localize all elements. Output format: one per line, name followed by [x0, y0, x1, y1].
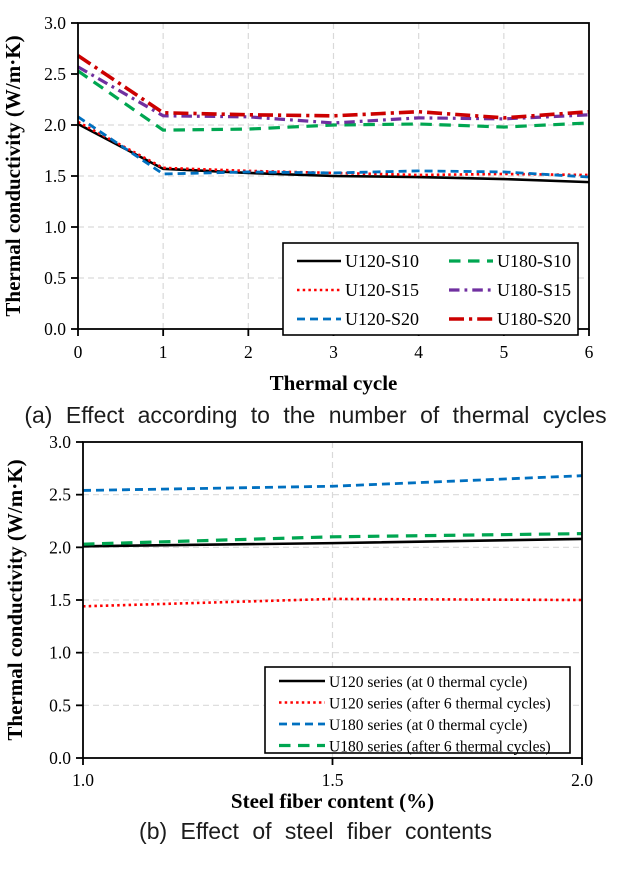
y-axis-label: Thermal conductivity (W/m·K) — [1, 35, 25, 316]
figure-b: 0.0 0.5 1.0 1.5 2.0 2.5 3.0 1.0 1.5 2.0 Steel fibe… — [0, 430, 631, 846]
x-tick-label: 1.5 — [322, 770, 344, 790]
y-tick-label: 1.5 — [49, 590, 71, 610]
chart-b-steel-fiber: 0.0 0.5 1.0 1.5 2.0 2.5 3.0 1.0 1.5 2.0 Steel fibe… — [3, 432, 593, 812]
x-tick-label: 5 — [499, 342, 508, 362]
x-tick-label: 1.0 — [72, 770, 94, 790]
legend-label: U120 series (after 6 thermal cycles) — [329, 695, 551, 712]
legend-label: U180-S10 — [497, 251, 571, 271]
series-line-u180-s10 — [77, 69, 590, 132]
y-tick-label: 3.0 — [44, 13, 66, 33]
series-line-u120-series-at-0-thermal-cycle- — [82, 537, 583, 548]
x-tick-label: 4 — [414, 342, 423, 362]
y-tick-label: 2.5 — [49, 484, 71, 504]
y-tick-label: 0.0 — [44, 319, 66, 339]
series-line-u180-s15 — [77, 65, 590, 125]
legend-label: U180-S15 — [497, 280, 571, 300]
series-line-u120-s10 — [77, 122, 590, 184]
y-tick-label: 1.5 — [44, 166, 66, 186]
x-axis-label: Steel fiber content (%) — [231, 789, 434, 812]
y-axis-label: Thermal conductivity (W/m·K) — [3, 459, 27, 740]
series-line-u180-series-at-0-thermal-cycle- — [82, 473, 583, 492]
chart-a-thermal-cycles: 0.0 0.5 1.0 1.5 2.0 2.5 3.0 0 1 2 3 4 5 6 Thermal cycl… — [1, 13, 594, 395]
legend-label: U120 series (at 0 thermal cycle) — [329, 674, 527, 691]
legend-label: U120-S20 — [345, 309, 419, 329]
x-tick-label: 6 — [585, 342, 594, 362]
y-tick-label: 1.0 — [49, 642, 71, 662]
legend-label: U120-S15 — [345, 280, 419, 300]
series-line-u180-s20 — [76, 54, 590, 120]
y-tick-label: 0.5 — [49, 695, 71, 715]
y-tick-label: 3.0 — [49, 432, 71, 452]
legend-label: U180 series (at 0 thermal cycle) — [329, 717, 527, 734]
x-tick-label: 3 — [329, 342, 338, 362]
figure-a: 0.0 0.5 1.0 1.5 2.0 2.5 3.0 0 1 2 3 4 5 6 Thermal cycl… — [0, 0, 631, 430]
series-line-u180-series-after-6-thermal-cycles- — [82, 531, 583, 546]
x-tick-label: 2.0 — [571, 770, 593, 790]
legend-label: U120-S10 — [345, 251, 419, 271]
y-tick-label: 1.0 — [44, 217, 66, 237]
y-tick-label: 2.0 — [49, 537, 71, 557]
y-tick-label: 0.5 — [44, 268, 66, 288]
y-tick-label: 0.0 — [49, 748, 71, 768]
figure-b-caption: (b) Effect of steel fiber contents — [139, 817, 492, 844]
legend-label: U180 series (after 6 thermal cycles) — [329, 738, 551, 755]
y-tick-label: 2.5 — [44, 64, 66, 84]
x-tick-label: 1 — [159, 342, 168, 362]
legend-box — [282, 242, 579, 336]
x-axis-label: Thermal cycle — [270, 371, 398, 395]
x-tick-label: 2 — [244, 342, 253, 362]
series-line-u120-s20 — [77, 115, 590, 179]
y-tick-label: 2.0 — [44, 115, 66, 135]
x-tick-label: 0 — [74, 342, 83, 362]
legend-label: U180-S20 — [497, 309, 571, 329]
figure-a-caption: (a) Effect according to the number of th… — [24, 402, 607, 428]
